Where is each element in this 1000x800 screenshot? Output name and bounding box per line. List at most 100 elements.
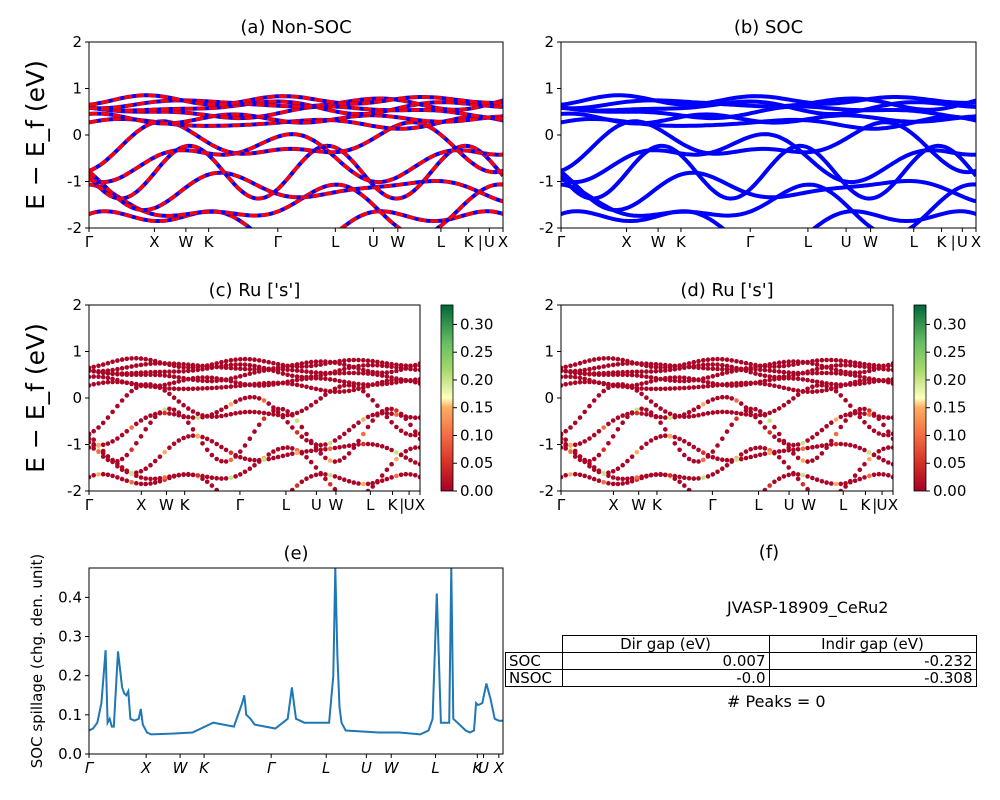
band-point (663, 386, 668, 392)
band-point (757, 452, 763, 458)
band-point (242, 362, 248, 368)
band-point (686, 414, 692, 419)
band-point (247, 371, 253, 377)
band-point (105, 457, 111, 463)
band-point (299, 374, 305, 380)
band-point (810, 458, 815, 463)
band-point (299, 479, 305, 485)
band-point (394, 380, 399, 385)
band-point (781, 363, 787, 369)
band-point (247, 366, 253, 372)
band-point (223, 404, 229, 410)
band-point (724, 457, 730, 463)
band-point (729, 498, 734, 503)
x-tick-label: K (472, 759, 483, 777)
band-point (384, 370, 390, 375)
band-point (691, 365, 697, 370)
band-point (332, 486, 338, 491)
band-point (408, 457, 413, 463)
band-point (124, 429, 130, 434)
band-point (876, 363, 882, 369)
x-tick-label: | (399, 496, 404, 514)
band-line (561, 99, 976, 116)
band-point (247, 362, 253, 368)
band-point (375, 363, 380, 368)
band-point (200, 378, 205, 384)
band-point (190, 365, 196, 370)
band-point (781, 385, 787, 391)
band-point (403, 377, 409, 383)
band-point (767, 382, 772, 388)
band-point (729, 367, 734, 372)
band-point (568, 381, 573, 386)
band-point (701, 475, 706, 481)
band-point (591, 398, 597, 403)
band-point (124, 393, 130, 398)
band-point (867, 408, 872, 413)
band-point (833, 417, 839, 422)
band-point (791, 396, 796, 401)
band-point (843, 358, 848, 364)
band-point (100, 442, 106, 448)
band-point (143, 481, 148, 487)
band-point (143, 384, 148, 389)
band-point (644, 407, 649, 413)
band-point (238, 366, 243, 372)
band-point (561, 365, 564, 371)
band-point (820, 495, 825, 500)
band-point (772, 408, 777, 414)
band-point (171, 386, 177, 392)
band-point (568, 374, 573, 380)
band-point (577, 360, 583, 366)
band-point (280, 380, 286, 386)
band-point (767, 410, 772, 416)
band-point (753, 362, 758, 368)
band-point (596, 452, 602, 458)
band-point (610, 356, 616, 361)
band-point (384, 467, 390, 473)
band-point (214, 414, 219, 419)
band-point (261, 383, 267, 388)
band-point (209, 362, 215, 367)
band-point (332, 474, 338, 479)
band-point (157, 369, 163, 375)
band-point (228, 376, 234, 381)
band-point (228, 365, 234, 371)
band-point (862, 461, 867, 467)
y-axis-label-band: E − E_f (eV) (21, 323, 50, 473)
band-point (176, 399, 182, 404)
band-point (332, 389, 338, 395)
band-point (365, 481, 371, 487)
band-point (810, 368, 815, 373)
band-point (734, 416, 739, 422)
band-point (233, 375, 238, 380)
band-point (157, 383, 163, 389)
band-point (833, 481, 839, 487)
band-point (729, 422, 734, 428)
band-point (696, 358, 701, 364)
band-point (389, 411, 394, 417)
band-point (384, 414, 390, 420)
band-point (167, 369, 172, 375)
band-point (824, 357, 829, 363)
band-point (852, 381, 858, 387)
band-point (129, 356, 134, 361)
band-point (219, 378, 224, 383)
band-point (346, 427, 352, 433)
x-tick-label: L (437, 233, 446, 251)
band-point (772, 374, 777, 380)
band-point (667, 473, 673, 478)
band-point (219, 492, 224, 497)
band-point (356, 370, 361, 376)
band-point (356, 386, 361, 392)
band-point (266, 411, 272, 417)
band-point (795, 392, 801, 398)
band-point (843, 442, 848, 447)
band-point (672, 473, 678, 479)
band-point (242, 382, 248, 387)
band-point (152, 480, 158, 485)
x-tick-label: Γ (236, 496, 245, 514)
band-point (275, 406, 281, 412)
band-point (167, 373, 172, 379)
panel-title: (c) Ru ['s'] (209, 280, 301, 301)
